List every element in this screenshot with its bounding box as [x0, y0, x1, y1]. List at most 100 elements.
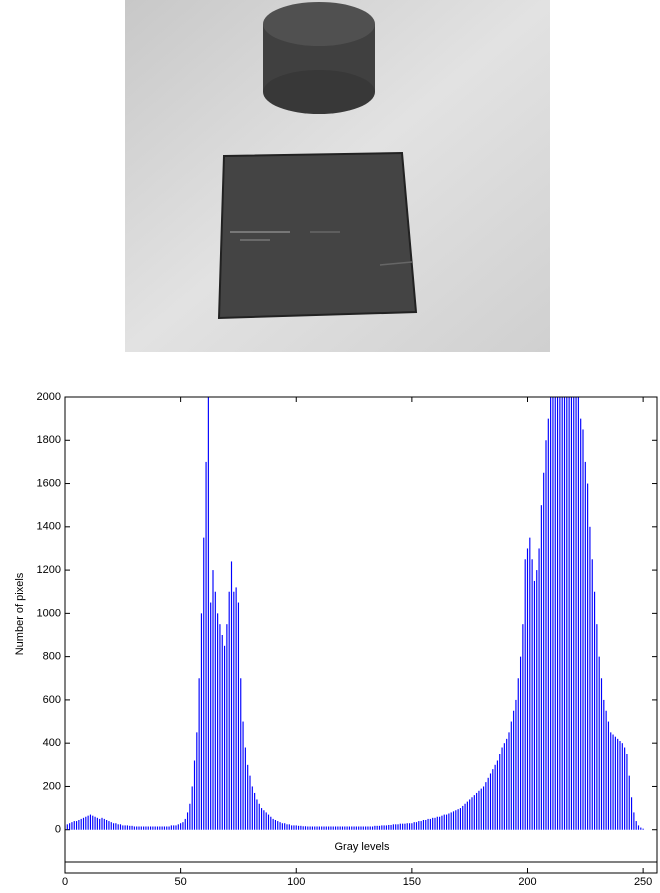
bar [508, 732, 510, 830]
bar [526, 548, 529, 830]
bar [69, 823, 71, 830]
bar [108, 821, 110, 830]
bar [614, 736, 616, 830]
bar [547, 418, 549, 830]
bar [249, 775, 251, 830]
bar [175, 825, 177, 830]
x-tick-label: 200 [518, 876, 536, 888]
y-tick-label: 1600 [37, 477, 61, 489]
bar [237, 602, 240, 830]
bar [330, 826, 332, 830]
bar [635, 821, 637, 830]
bar [392, 824, 394, 830]
bar [439, 816, 441, 830]
bar [126, 825, 129, 830]
bar [138, 826, 140, 830]
bar [309, 826, 311, 830]
bar [598, 656, 600, 830]
bar [397, 824, 399, 830]
bar [573, 397, 575, 830]
bar [358, 826, 360, 830]
bar [552, 397, 554, 830]
bar [196, 732, 198, 830]
bar [94, 816, 96, 830]
bar [122, 825, 124, 830]
bar [131, 825, 133, 830]
bar [550, 397, 552, 830]
bar [117, 824, 119, 830]
bar [455, 810, 457, 830]
bar [619, 741, 621, 830]
bar [415, 822, 418, 830]
bar [284, 823, 286, 830]
bar [478, 790, 480, 830]
bar [443, 814, 445, 830]
bar [540, 505, 542, 830]
bar [152, 826, 154, 830]
bar [445, 814, 448, 830]
bar [353, 826, 355, 830]
bar [96, 817, 98, 830]
bar [519, 656, 522, 830]
bar [510, 721, 512, 830]
bar [457, 809, 459, 830]
bar [568, 397, 570, 830]
bar [524, 559, 526, 830]
bar [247, 764, 249, 830]
bar [323, 826, 325, 830]
bar [307, 826, 309, 830]
bar [554, 397, 556, 830]
bar [482, 786, 485, 830]
bar [399, 823, 401, 830]
y-tick-label: 800 [43, 651, 61, 663]
bar [223, 645, 226, 830]
bar [600, 678, 603, 830]
bar [277, 821, 279, 830]
bar [154, 826, 156, 830]
bar [360, 826, 362, 830]
bar [168, 826, 170, 830]
bar [395, 824, 397, 830]
bar [452, 811, 455, 830]
bar [332, 826, 334, 830]
bar [203, 537, 205, 830]
bar [302, 826, 304, 830]
bar [230, 561, 233, 830]
bar [515, 699, 517, 830]
bar [334, 826, 337, 830]
bar [469, 799, 471, 830]
bar [413, 822, 415, 830]
bar [101, 817, 103, 830]
bar [193, 760, 196, 830]
bar [425, 819, 427, 830]
bar [362, 826, 364, 830]
bar [591, 559, 593, 830]
bar [543, 472, 545, 830]
bar [420, 821, 422, 830]
bar [367, 826, 369, 830]
bar [233, 591, 235, 830]
bar [291, 825, 293, 830]
bar [263, 810, 265, 830]
bar [184, 818, 186, 830]
bar [295, 825, 297, 830]
bar [337, 826, 339, 830]
bar [344, 826, 346, 830]
x-tick-label: 100 [287, 876, 305, 888]
bar [325, 826, 327, 830]
bar [612, 734, 614, 830]
bar [221, 635, 223, 830]
bar [582, 429, 584, 830]
bar [115, 823, 117, 830]
bar [87, 815, 89, 830]
bar [351, 826, 353, 830]
bar [617, 738, 619, 830]
bar [566, 397, 568, 830]
bar [503, 743, 505, 830]
bar [376, 825, 378, 830]
bar [533, 580, 536, 830]
bar [212, 570, 214, 830]
bar [274, 819, 277, 830]
plot-frame [64, 396, 658, 874]
